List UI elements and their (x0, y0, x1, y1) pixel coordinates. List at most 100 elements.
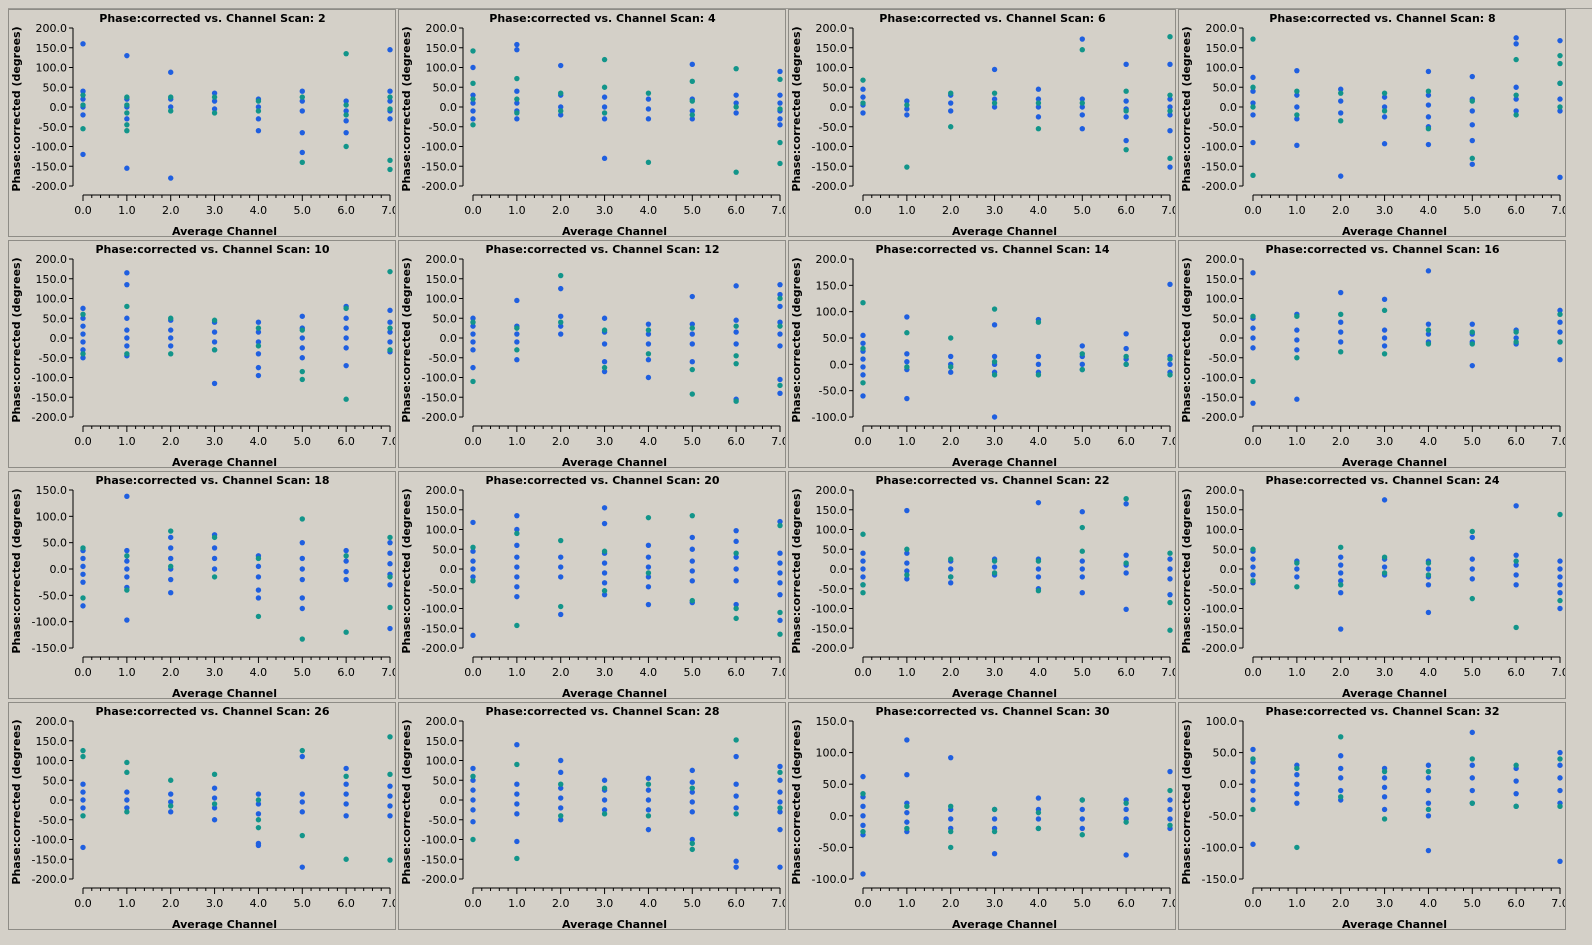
data-point (1123, 146, 1129, 153)
x-tick-label: 0.0 (1244, 435, 1262, 448)
data-point (299, 566, 305, 572)
y-tick-label: -150.0 (32, 160, 67, 173)
x-tick-label: 4.0 (1030, 204, 1048, 217)
data-point (299, 129, 305, 136)
data-point (387, 539, 393, 546)
data-point (1425, 572, 1432, 578)
x-tick-label: 4.0 (250, 666, 268, 679)
data-point (1079, 524, 1085, 531)
data-point (689, 341, 695, 347)
data-point (470, 315, 476, 321)
data-point (558, 323, 564, 329)
data-point (733, 317, 739, 323)
data-point (1425, 566, 1432, 572)
data-point (904, 351, 910, 357)
y-tick-label: 50.0 (43, 774, 68, 787)
data-point (1425, 92, 1432, 98)
y-tick-label: -100.0 (32, 834, 67, 847)
data-point (601, 364, 608, 371)
data-point (558, 781, 564, 787)
x-axis-label: Average Channel (1342, 225, 1447, 237)
data-point (689, 568, 695, 574)
y-axis-label: Phase:corrected (degrees) (10, 488, 23, 653)
data-point (601, 505, 608, 511)
data-point (991, 558, 998, 564)
data-point (1167, 356, 1173, 362)
data-point (777, 291, 783, 298)
data-point (777, 139, 783, 146)
data-point (1250, 578, 1256, 584)
data-point (1167, 768, 1173, 775)
data-point (343, 791, 349, 797)
x-tick-label: 2.0 (1332, 666, 1350, 679)
x-tick-label: 6.0 (1117, 204, 1135, 217)
data-point (991, 828, 998, 835)
y-tick-label: -150.0 (32, 642, 67, 655)
y-tick-label: -200.0 (32, 411, 67, 424)
data-point (733, 578, 739, 584)
data-point (689, 98, 695, 104)
scatter-panel: Phase:corrected vs. Channel Scan: 12 Phas… (398, 240, 786, 468)
y-tick-label: 200.0 (426, 715, 458, 728)
data-point (343, 102, 349, 108)
data-point (1167, 108, 1173, 114)
x-axis-label: Average Channel (172, 687, 277, 699)
x-axis-label: Average Channel (172, 456, 277, 468)
data-point (255, 104, 262, 110)
data-point (514, 116, 520, 122)
data-point (991, 66, 998, 73)
y-axis-label: Phase:corrected (degrees) (790, 26, 803, 191)
data-point (1381, 104, 1388, 110)
scatter-panel: Phase:corrected vs. Channel Scan: 8 Phase… (1178, 9, 1566, 237)
x-tick-label: 6.0 (337, 897, 355, 910)
y-tick-label: 100.0 (426, 293, 458, 306)
data-point (80, 571, 86, 577)
data-point (1338, 311, 1344, 317)
y-tick-label: -50.0 (819, 841, 847, 854)
data-point (1381, 794, 1388, 800)
data-point (1250, 335, 1256, 341)
y-tick-label: 200.0 (816, 253, 848, 266)
data-point (601, 368, 608, 375)
data-point (1123, 552, 1129, 558)
scatter-panel: Phase:corrected vs. Channel Scan: 10 Phas… (8, 240, 396, 468)
y-tick-label: -100.0 (422, 603, 457, 616)
data-point (904, 737, 910, 743)
data-point (1250, 556, 1256, 562)
data-point (689, 846, 695, 853)
data-point (470, 96, 476, 102)
data-point (1338, 787, 1344, 794)
scatter-chart: Phase:corrected vs. Channel Scan: 12 Phas… (400, 243, 785, 467)
data-point (1167, 566, 1173, 572)
data-point (168, 94, 174, 100)
y-tick-label: 150.0 (816, 715, 848, 728)
data-point (168, 351, 174, 357)
data-point (514, 801, 520, 807)
data-point (470, 578, 476, 584)
y-tick-label: -50.0 (429, 121, 457, 134)
y-tick-label: 0.0 (440, 101, 458, 114)
data-point (1425, 141, 1432, 148)
data-point (514, 811, 520, 817)
data-point (645, 826, 652, 833)
y-tick-label: -150.0 (422, 391, 457, 404)
y-axis-label: Phase:corrected (degrees) (10, 26, 23, 191)
data-point (80, 126, 86, 132)
data-point (1250, 88, 1256, 94)
chart-title: Phase:corrected vs. Channel Scan: 6 (879, 12, 1106, 25)
data-point (1338, 118, 1344, 124)
data-point (211, 380, 218, 387)
data-point (211, 339, 218, 345)
data-point (689, 767, 695, 774)
y-axis-label: Phase:corrected (degrees) (1180, 719, 1193, 884)
data-point (470, 519, 476, 526)
x-tick-label: 4.0 (1030, 666, 1048, 679)
x-tick-label: 2.0 (942, 204, 960, 217)
data-point (558, 611, 564, 618)
data-point (733, 329, 739, 335)
data-point (470, 100, 476, 106)
data-point (514, 574, 520, 580)
data-point (387, 116, 393, 122)
y-tick-label: 150.0 (36, 273, 68, 286)
data-point (689, 325, 695, 331)
